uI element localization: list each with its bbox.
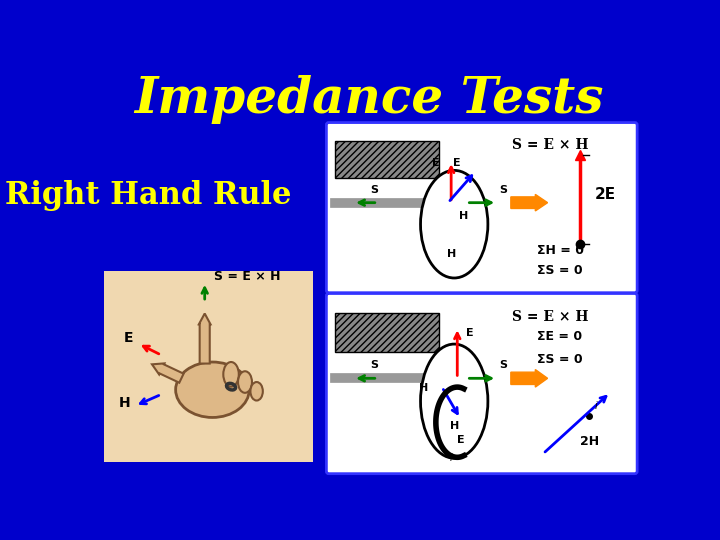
Text: H: H [119,396,131,410]
Text: 2E: 2E [595,187,616,202]
Text: E: E [454,158,461,168]
Text: S: S [371,360,379,370]
Text: S: S [499,185,507,195]
Text: H: H [446,249,456,259]
Text: Right Hand Rule: Right Hand Rule [5,180,292,211]
FancyArrow shape [511,369,548,387]
Text: E: E [432,158,440,168]
Text: E: E [124,331,133,345]
FancyArrow shape [199,314,210,363]
Text: S: S [499,360,507,370]
Bar [335,141,439,178]
Ellipse shape [176,362,249,417]
Text: i: i [450,453,453,463]
FancyBboxPatch shape [326,123,637,293]
Text: S = E × H: S = E × H [513,310,589,324]
Text: ΣH = 0: ΣH = 0 [537,244,584,257]
Text: S = E × H: S = E × H [214,271,281,284]
Text: E: E [466,328,473,338]
Ellipse shape [420,171,488,278]
Text: S: S [371,185,379,195]
Text: ΣS = 0: ΣS = 0 [537,353,582,366]
Ellipse shape [420,344,488,458]
Text: ΣE = 0: ΣE = 0 [537,330,582,343]
Text: H: H [449,421,459,431]
FancyBboxPatch shape [326,294,637,474]
Text: E: E [456,435,464,445]
Bar [104,271,313,462]
Text: i: i [595,401,598,411]
Text: 2H: 2H [580,435,599,448]
FancyArrow shape [511,194,548,211]
Ellipse shape [251,382,263,401]
Bar [335,313,439,352]
Ellipse shape [238,372,252,393]
Text: H: H [419,383,428,393]
Text: H: H [459,211,468,221]
Text: Impedance Tests: Impedance Tests [135,75,603,124]
FancyArrow shape [152,363,184,383]
Text: ΣS = 0: ΣS = 0 [537,264,582,277]
Text: S = E × H: S = E × H [513,138,589,152]
Ellipse shape [223,362,239,387]
